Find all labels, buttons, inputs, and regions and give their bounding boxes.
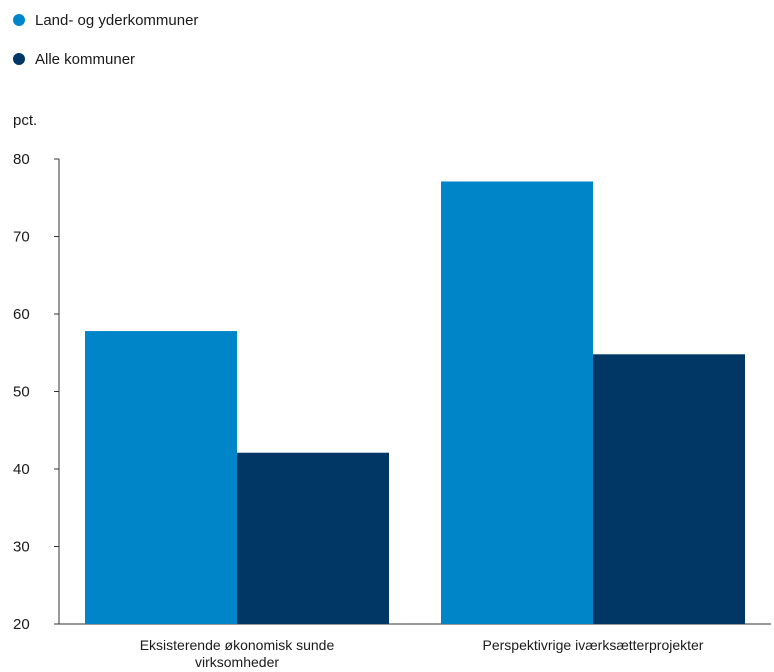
y-axis-unit-label: pct.: [13, 112, 38, 129]
y-tick-label-60: 60: [13, 306, 30, 323]
legend-swatch-land-og-yderkommuner: [13, 14, 25, 26]
y-tick-label-70: 70: [13, 229, 30, 246]
chart-legend: Land- og yderkommuner Alle kommuner: [13, 8, 198, 86]
legend-label-land-og-yderkommuner: Land- og yderkommuner: [35, 11, 199, 29]
y-tick-label-50: 50: [13, 384, 30, 401]
x-category-label-1-0: Perspektivrige iværksætterprojekter: [483, 637, 704, 653]
x-category-label-0-0: Eksisterende økonomisk sunde: [140, 637, 335, 653]
bar-0-1: [237, 452, 389, 624]
y-tick-label-40: 40: [13, 461, 30, 478]
legend-label-alle-kommuner: Alle kommuner: [35, 50, 136, 68]
y-tick-label-80: 80: [13, 151, 30, 168]
bar-1-0: [441, 181, 593, 624]
bar-1-1: [593, 354, 745, 624]
bar-0-0: [85, 331, 237, 624]
legend-item-land-og-yderkommuner: Land- og yderkommuner: [13, 8, 198, 32]
y-tick-label-20: 20: [13, 616, 30, 633]
x-category-label-0-1: virksomheder: [195, 654, 279, 670]
legend-swatch-alle-kommuner: [13, 53, 25, 65]
y-tick-label-30: 30: [13, 539, 30, 556]
legend-item-alle-kommuner: Alle kommuner: [13, 47, 198, 71]
